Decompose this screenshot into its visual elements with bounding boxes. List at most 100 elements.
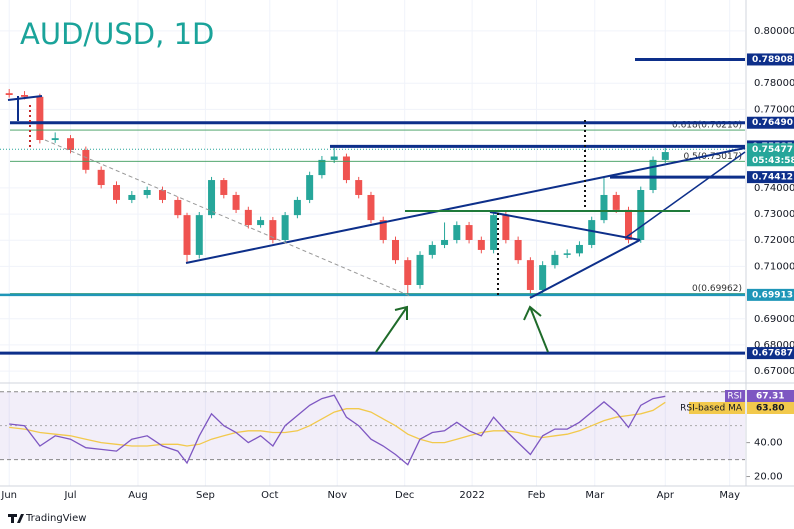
price-axis: 0.80000 0.78000 0.77000 0.74000 0.73000 0.720… [0, 26, 794, 501]
trendline [7, 95, 43, 101]
value-label-box [747, 390, 794, 402]
candle-body [428, 244, 436, 255]
fib-label: 0.5(0.75017) [683, 152, 742, 162]
y-tick-label: 0.80000 [754, 26, 794, 37]
level-label-box [747, 288, 794, 301]
value-label: 63.80 [756, 404, 784, 414]
candle-body [67, 138, 75, 150]
level-label: 0.74412 [752, 173, 793, 183]
candle-body [391, 239, 399, 261]
rsi-tick-label: 20.00 [754, 472, 783, 483]
candle-body [600, 194, 608, 221]
candle-body [36, 96, 44, 141]
value-label: 67.31 [756, 392, 784, 402]
x-tick-label: Sep [196, 490, 215, 501]
candle-body [379, 220, 387, 240]
chart-title: AUD/USD, 1D [20, 17, 214, 51]
legend-label: RSI-based MA [680, 404, 743, 414]
candle-body [453, 225, 461, 240]
rsi-line [9, 394, 666, 466]
candle-body [526, 260, 534, 290]
x-tick-label: Aug [128, 490, 148, 501]
x-tick-label: Oct [261, 490, 278, 501]
level-label: 0.76490 [752, 118, 793, 128]
candle-body [51, 138, 59, 141]
x-tick-label: Apr [657, 490, 675, 501]
level-label-box [747, 347, 794, 360]
candle-body [293, 199, 301, 216]
candle-body [232, 194, 240, 210]
candle-body [637, 190, 645, 240]
trendline [529, 239, 641, 299]
y-tick-label: 0.77000 [754, 104, 794, 115]
candle-body [318, 159, 326, 176]
candle-body [257, 220, 265, 226]
x-tick-label: Jun [0, 490, 17, 501]
candle-body [306, 175, 314, 200]
candle-body [97, 169, 105, 186]
footer: TradingView [25, 513, 86, 524]
fib-label: 0(0.69962) [692, 284, 742, 294]
candle-body [220, 180, 228, 195]
y-tick-label: 0.71000 [754, 261, 794, 272]
candle-body [244, 209, 252, 226]
candle-body [174, 199, 182, 216]
candle-body [143, 190, 151, 195]
fib-label: 0.618(0.76210) [672, 121, 742, 131]
candle-body [465, 225, 473, 240]
candle-body [330, 156, 338, 160]
x-tick-label: Nov [327, 490, 347, 501]
y-tick-label: 0.78000 [754, 78, 794, 89]
x-tick-label: Dec [395, 490, 414, 501]
rsi-pane: RSI RSI-based MA [0, 390, 750, 478]
x-tick-label: Feb [528, 490, 546, 501]
candle-body [551, 254, 559, 266]
candle-body [269, 220, 277, 240]
candle-body [563, 253, 571, 255]
last-price-box [747, 143, 794, 167]
candle-body [624, 209, 632, 240]
last-price-label: 0.75477 [752, 145, 793, 155]
trendline [185, 147, 746, 264]
trendline [489, 211, 641, 241]
level-label-box [747, 53, 794, 66]
level-label: 0.67687 [752, 349, 793, 359]
candle-body [281, 215, 289, 240]
candle-body [575, 244, 583, 254]
level-label-box [747, 116, 794, 129]
candle-body [342, 156, 350, 181]
countdown: 05:43:58 [752, 156, 794, 166]
legend-box [689, 402, 745, 414]
legend-label: RSI [727, 392, 742, 402]
y-tick-label: 0.73000 [754, 209, 794, 220]
candle-body [539, 265, 547, 290]
candle-body [195, 215, 203, 255]
level-label: 0.69913 [752, 290, 793, 300]
x-tick-label: Mar [585, 490, 605, 501]
arrow [523, 305, 549, 353]
y-tick-label: 0.72000 [754, 235, 794, 246]
candle-body [502, 215, 510, 240]
candle-body [158, 190, 166, 200]
logo: TradingView [8, 513, 86, 524]
candle-body [208, 180, 216, 216]
candle-body [183, 215, 191, 255]
candle-body [5, 93, 13, 95]
candles [5, 88, 669, 298]
y-tick-label: 0.68000 [754, 340, 794, 351]
level-label: 0.78908 [752, 55, 793, 65]
rsi-line [9, 401, 666, 447]
drawings [7, 95, 746, 353]
logo-mark [8, 514, 24, 523]
candle-body [404, 260, 412, 285]
rsi-tick-label: 40.00 [754, 438, 783, 449]
grid [0, 0, 745, 486]
arrow [375, 305, 408, 353]
trendline [624, 151, 746, 239]
candle-body [355, 180, 363, 195]
x-tick-label: 2022 [459, 490, 484, 501]
candle-body [649, 159, 657, 190]
x-tick-label: Jul [63, 490, 76, 501]
